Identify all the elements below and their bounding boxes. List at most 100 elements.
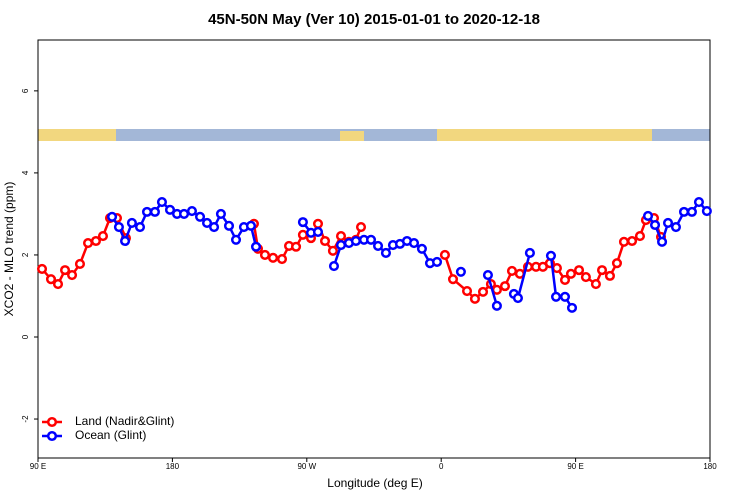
- point: [327, 245, 338, 256]
- point: [141, 206, 153, 217]
- legend-marker: [46, 416, 58, 428]
- point: [461, 285, 473, 297]
- point: [312, 218, 324, 229]
- point: [566, 302, 578, 313]
- point: [355, 222, 367, 233]
- y-axis-label: XCO2 - MLO trend (ppm): [2, 182, 16, 317]
- point: [120, 235, 131, 247]
- point: [649, 219, 661, 231]
- point: [90, 235, 101, 247]
- x-tick-label: 0: [439, 462, 444, 471]
- legend-label: Land (Nadir&Glint): [75, 414, 174, 428]
- point: [245, 220, 256, 231]
- y-tick-label: 4: [21, 170, 30, 175]
- point: [335, 231, 347, 242]
- point: [59, 265, 71, 276]
- point: [113, 222, 124, 233]
- point: [82, 238, 94, 249]
- point: [565, 268, 577, 279]
- point: [657, 236, 668, 247]
- point: [634, 231, 646, 242]
- point: [408, 238, 420, 249]
- point: [215, 208, 226, 219]
- point: [52, 279, 64, 290]
- x-tick-label: 180: [166, 462, 180, 471]
- point: [686, 206, 697, 217]
- point: [550, 291, 562, 302]
- point: [482, 269, 493, 281]
- point: [670, 222, 682, 233]
- plot-frame: [37, 39, 711, 459]
- point: [290, 241, 302, 252]
- point: [469, 293, 480, 304]
- point: [559, 291, 571, 302]
- point: [164, 204, 176, 215]
- y-tick-label: -2: [21, 415, 30, 423]
- point: [223, 220, 235, 231]
- point: [678, 206, 690, 217]
- point: [126, 217, 137, 229]
- point: [662, 217, 674, 229]
- point: [701, 206, 712, 217]
- point: [626, 235, 638, 247]
- y-tick-label: 0: [21, 334, 30, 339]
- point: [693, 196, 704, 208]
- chart-title: 45N-50N May (Ver 10) 2015-01-01 to 2020-…: [208, 11, 540, 28]
- point: [512, 292, 524, 304]
- point: [74, 258, 86, 270]
- point: [590, 279, 601, 290]
- point: [545, 250, 557, 261]
- point: [186, 206, 198, 217]
- legend-label: Ocean (Glint): [75, 428, 146, 442]
- point: [580, 272, 591, 283]
- point: [178, 208, 190, 219]
- point: [499, 281, 511, 292]
- point: [250, 241, 262, 252]
- y-tick-label: 6: [21, 88, 30, 93]
- x-tick-label: 180: [703, 462, 717, 471]
- point: [365, 234, 377, 245]
- point: [372, 240, 384, 251]
- x-tick-label: 90 W: [297, 462, 316, 471]
- point: [642, 210, 654, 222]
- point: [416, 243, 427, 254]
- point: [276, 254, 288, 265]
- point: [439, 249, 450, 260]
- point: [491, 300, 502, 311]
- point: [45, 274, 57, 285]
- x-axis-label: Longitude (deg E): [327, 476, 422, 490]
- point: [431, 256, 443, 267]
- point: [447, 274, 459, 285]
- point: [209, 222, 220, 233]
- point: [328, 260, 340, 272]
- point: [297, 229, 308, 240]
- point: [573, 265, 585, 276]
- point: [596, 265, 608, 276]
- point: [551, 263, 562, 274]
- point: [477, 286, 489, 297]
- x-tick-label: 90 E: [30, 462, 46, 471]
- point: [107, 211, 118, 222]
- point: [559, 274, 571, 286]
- point: [604, 270, 615, 281]
- point: [506, 265, 518, 276]
- point: [618, 236, 630, 247]
- point: [201, 217, 213, 229]
- point: [194, 211, 206, 222]
- y-tick-label: 2: [21, 252, 30, 257]
- point: [335, 240, 347, 251]
- point: [380, 247, 391, 258]
- point: [524, 247, 535, 258]
- point: [312, 226, 324, 238]
- point: [97, 231, 109, 242]
- point: [230, 234, 242, 245]
- land-ocean-strip: [38, 129, 710, 141]
- point: [66, 269, 78, 281]
- legend-marker: [46, 430, 58, 442]
- point: [36, 263, 48, 274]
- point: [611, 258, 623, 269]
- point: [134, 222, 146, 233]
- point: [319, 235, 331, 247]
- point: [455, 266, 466, 277]
